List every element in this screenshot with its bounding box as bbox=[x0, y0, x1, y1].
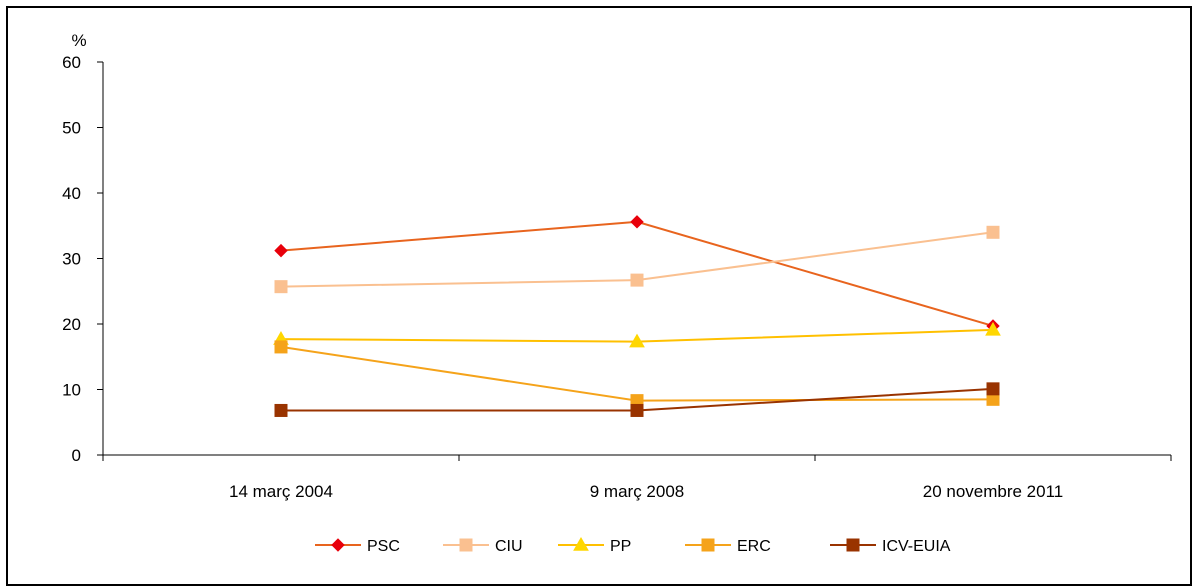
legend-label-pp: PP bbox=[610, 538, 631, 555]
y-tick-label: 40 bbox=[62, 184, 81, 203]
y-tick-label: 0 bbox=[72, 446, 81, 465]
x-tick-label: 20 novembre 2011 bbox=[923, 482, 1064, 501]
data-point-pp bbox=[629, 333, 645, 348]
legend-item-icv-euia: ICV-EUIA bbox=[830, 538, 951, 555]
legend-item-ciu: CIU bbox=[443, 538, 523, 555]
data-point-psc bbox=[274, 243, 288, 258]
legend-marker-ciu bbox=[459, 538, 473, 552]
data-point-psc bbox=[630, 215, 644, 229]
axes: 0 10 20 30 40 50 60% 14 març 2004 9 març 2008 20 … bbox=[62, 31, 1172, 501]
y-tick-label: 20 bbox=[62, 315, 81, 334]
y-tick-label: 60 bbox=[62, 53, 81, 72]
data-point-erc bbox=[274, 340, 288, 354]
series-erc bbox=[274, 340, 1000, 408]
data-point-icv-euia bbox=[986, 382, 1000, 396]
series-icv-euia bbox=[274, 382, 1000, 417]
series-pp bbox=[273, 321, 1001, 348]
chart-frame: 0 10 20 30 40 50 60% 14 març 2004 9 març 2008 20 … bbox=[6, 6, 1192, 586]
series-line-erc bbox=[280, 345, 994, 402]
series-ciu bbox=[274, 225, 1000, 294]
legend-marker-pp bbox=[573, 536, 589, 551]
data-point-icv-euia bbox=[630, 403, 644, 417]
data-point-ciu bbox=[274, 280, 288, 294]
y-tick-label: 50 bbox=[62, 119, 81, 138]
legend-label-ciu: CIU bbox=[495, 538, 523, 555]
legend-marker-erc bbox=[701, 538, 715, 552]
series-psc bbox=[274, 215, 1000, 333]
data-point-ciu bbox=[986, 225, 1000, 239]
x-tick-label: 14 març 2004 bbox=[229, 482, 333, 501]
legend-label-erc: ERC bbox=[737, 538, 771, 555]
data-point-ciu bbox=[630, 273, 644, 287]
data-point-icv-euia bbox=[274, 403, 288, 417]
legend-item-psc: PSC bbox=[315, 538, 400, 555]
y-tick-label: 30 bbox=[62, 250, 81, 269]
legend-marker-icv-euia bbox=[846, 538, 860, 552]
x-tick-label: 9 març 2008 bbox=[590, 482, 685, 501]
legend-label-psc: PSC bbox=[367, 538, 400, 555]
y-axis-label: % bbox=[71, 31, 86, 50]
line-chart: 0 10 20 30 40 50 60% 14 març 2004 9 març 2008 20 … bbox=[62, 31, 1172, 555]
series-layer bbox=[273, 215, 1001, 417]
legend: PSC CIU PP ERC ICV-EUIA bbox=[315, 536, 951, 555]
legend-item-pp: PP bbox=[558, 536, 631, 555]
y-tick-label: 10 bbox=[62, 381, 81, 400]
legend-label-icv-euia: ICV-EUIA bbox=[882, 538, 951, 555]
legend-marker-psc bbox=[331, 538, 345, 552]
legend-item-erc: ERC bbox=[685, 538, 771, 555]
data-point-pp bbox=[985, 321, 1001, 336]
